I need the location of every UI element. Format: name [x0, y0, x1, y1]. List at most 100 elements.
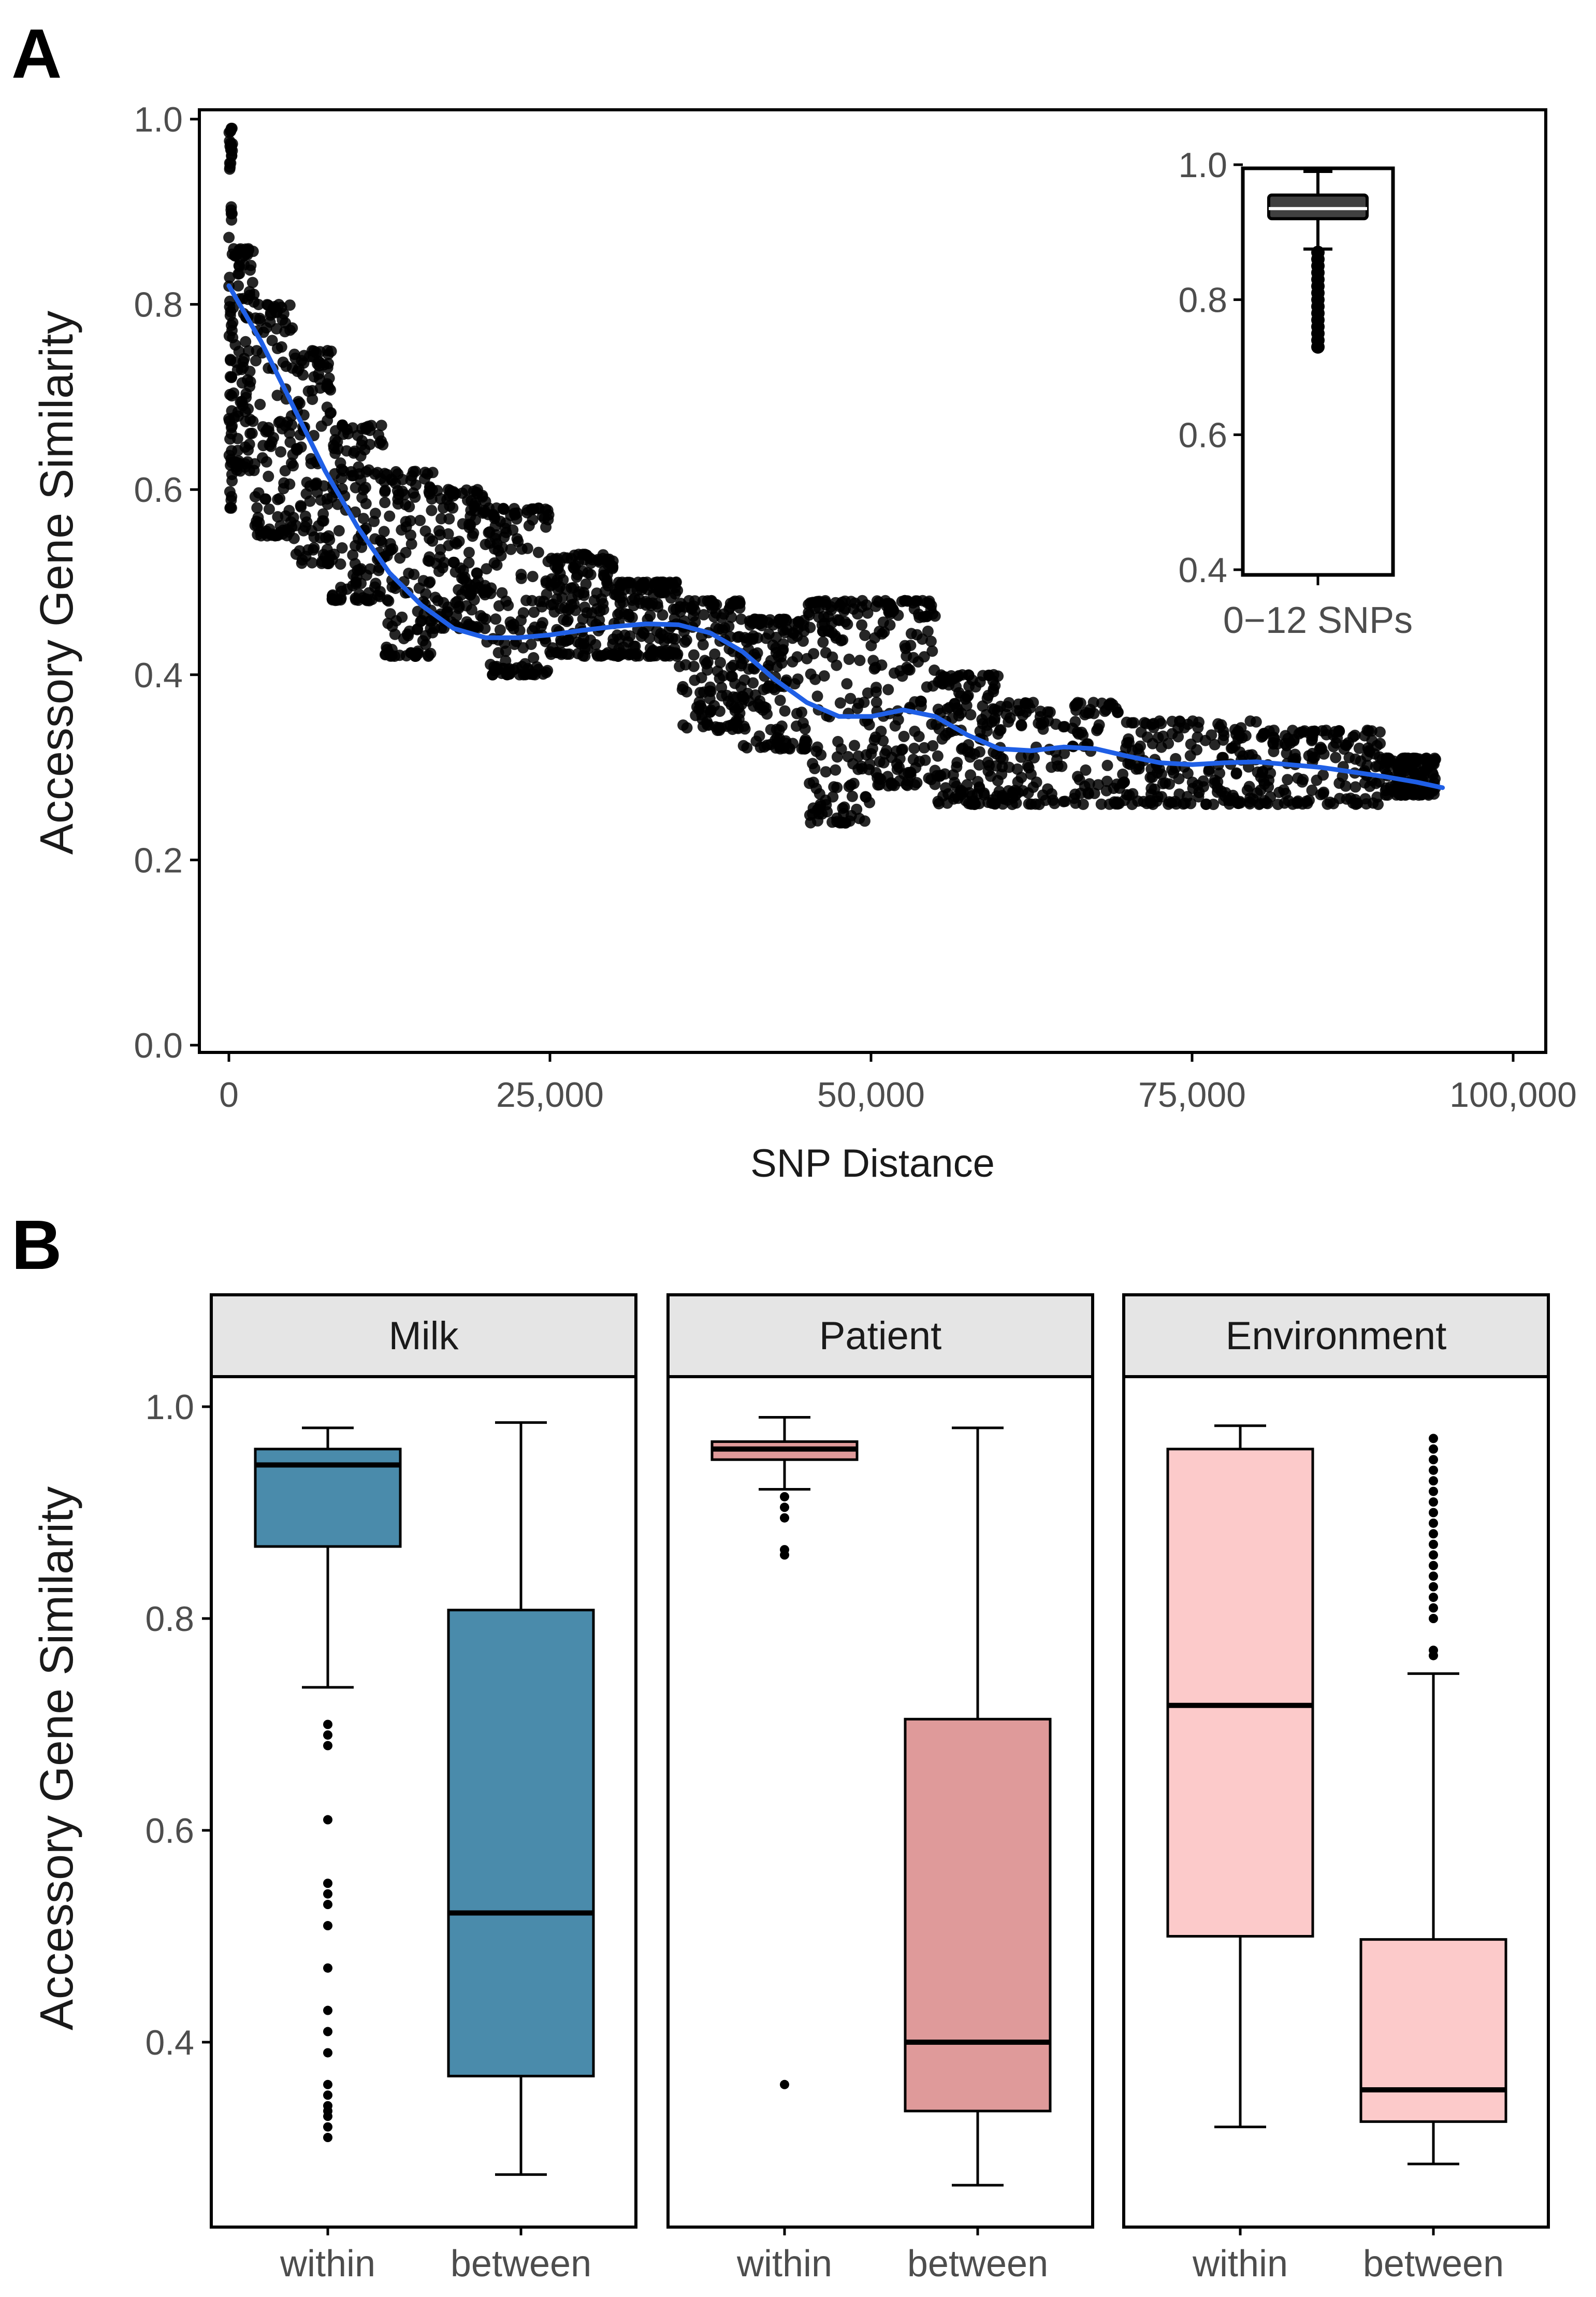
- data-point: [1069, 716, 1081, 728]
- data-point: [260, 322, 272, 334]
- data-point: [862, 687, 874, 699]
- data-point: [379, 497, 391, 509]
- data-point: [228, 387, 240, 399]
- data-point: [870, 686, 882, 698]
- data-point: [674, 606, 686, 618]
- data-point: [270, 529, 282, 541]
- data-point: [724, 631, 736, 643]
- data-point: [879, 595, 891, 606]
- data-point: [1025, 798, 1037, 810]
- data-point: [423, 651, 434, 662]
- outlier-point: [1429, 1518, 1438, 1528]
- data-point: [364, 563, 376, 575]
- box-between: between: [904, 1426, 1052, 2285]
- data-point: [403, 501, 415, 513]
- data-point: [965, 709, 977, 720]
- data-point: [992, 670, 1004, 682]
- data-point: [623, 576, 635, 588]
- data-point: [859, 815, 870, 827]
- data-point: [756, 619, 768, 631]
- data-point: [1350, 781, 1361, 793]
- data-point: [727, 671, 738, 683]
- facet-strip-label: Milk: [388, 1314, 459, 1358]
- data-point: [356, 492, 368, 503]
- data-point: [541, 588, 553, 600]
- data-point: [891, 758, 903, 770]
- data-point: [1265, 767, 1276, 779]
- data-point: [438, 597, 449, 609]
- y-tick-label: 0.4: [134, 656, 183, 695]
- data-point: [738, 674, 750, 686]
- data-point: [827, 791, 839, 803]
- data-point: [471, 487, 483, 498]
- data-point: [905, 767, 917, 778]
- data-point: [1020, 697, 1032, 709]
- data-point: [447, 502, 459, 514]
- data-point: [1251, 787, 1263, 799]
- outlier-point: [323, 2090, 332, 2100]
- data-point: [1232, 725, 1244, 737]
- data-point: [1112, 706, 1123, 718]
- data-point: [951, 757, 963, 769]
- data-point: [1164, 796, 1176, 808]
- data-point: [277, 356, 289, 368]
- data-point: [479, 623, 491, 634]
- data-point: [1219, 790, 1231, 802]
- data-point: [801, 653, 813, 664]
- data-point: [791, 707, 803, 719]
- data-point: [1246, 749, 1258, 761]
- data-point: [593, 614, 605, 626]
- data-point: [243, 438, 255, 450]
- data-point: [249, 458, 260, 470]
- inset-outlier: [1311, 340, 1325, 354]
- outlier-point: [1429, 1486, 1438, 1496]
- scatter-chart: 0.0 0.2 0.4 0.6 0.8 1.0 0 25,000 50,000 75,000 10…: [31, 100, 1577, 1186]
- data-point: [1077, 799, 1089, 810]
- data-point: [1309, 725, 1321, 737]
- data-point: [907, 754, 919, 765]
- data-point: [1209, 739, 1221, 750]
- data-point: [483, 502, 495, 514]
- inset-category-label: 0−12 SNPs: [1223, 600, 1413, 641]
- data-point: [933, 676, 945, 688]
- data-point: [571, 571, 583, 583]
- data-point: [758, 741, 770, 753]
- data-point: [867, 743, 878, 755]
- data-point: [1003, 697, 1015, 709]
- outlier-point: [1429, 1455, 1438, 1465]
- data-point: [547, 598, 559, 610]
- data-point: [870, 697, 882, 708]
- y-tick-label: 0.8: [134, 285, 183, 325]
- x-tick-label: between: [451, 2243, 591, 2285]
- data-point: [280, 317, 292, 329]
- data-point: [500, 655, 512, 667]
- data-point: [357, 513, 369, 525]
- data-point: [426, 504, 438, 516]
- data-point: [1015, 719, 1027, 731]
- data-point: [1330, 752, 1342, 763]
- outlier-point: [323, 2005, 332, 2015]
- data-point: [321, 381, 333, 393]
- data-point: [774, 695, 786, 706]
- data-point: [1366, 734, 1378, 746]
- data-point: [595, 650, 607, 662]
- data-point: [236, 396, 248, 407]
- y-axis-ticks: 0.0 0.2 0.4 0.6 0.8 1.0: [134, 100, 199, 1065]
- data-point: [505, 543, 517, 555]
- data-point: [420, 588, 432, 600]
- data-point: [1155, 741, 1167, 753]
- data-point: [347, 549, 359, 561]
- data-point: [585, 569, 597, 581]
- data-point: [594, 605, 606, 617]
- data-point: [527, 503, 539, 515]
- data-point: [392, 498, 404, 510]
- data-point: [373, 429, 384, 441]
- data-point: [644, 649, 656, 661]
- data-point: [918, 742, 930, 754]
- data-point: [1259, 795, 1270, 806]
- x-tick-label: within: [736, 2243, 832, 2285]
- data-point: [436, 513, 447, 525]
- data-point: [962, 746, 974, 758]
- data-point: [528, 606, 540, 618]
